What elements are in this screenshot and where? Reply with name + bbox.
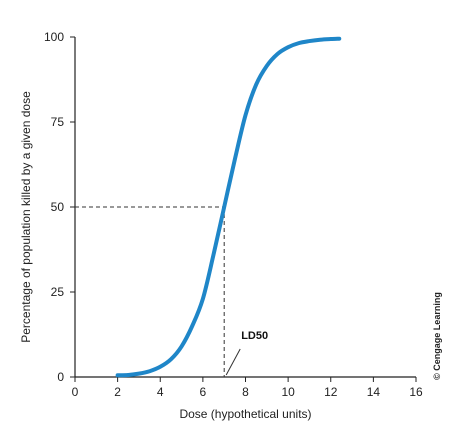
x-axis-label: Dose (hypothetical units) xyxy=(179,407,311,421)
y-axis-label: Percentage of population killed by a giv… xyxy=(19,91,33,343)
series-layer xyxy=(115,36,342,378)
ld50-leader-line xyxy=(225,348,241,376)
x-tick-label: 12 xyxy=(324,385,338,399)
x-tick-label: 6 xyxy=(200,385,207,399)
y-tick-label: 25 xyxy=(51,285,65,299)
ld50-label: LD50 xyxy=(241,330,268,342)
ld50-reference-lines xyxy=(75,206,225,377)
x-tick-label: 2 xyxy=(114,385,121,399)
axes: 0 2 4 6 8 10 12 14 16 0 25 50 75 100 xyxy=(44,30,423,399)
copyright-credit: © Cengage Learning xyxy=(432,292,442,380)
x-tick-label: 8 xyxy=(242,385,249,399)
x-tick-label: 4 xyxy=(157,385,164,399)
x-tick-label: 14 xyxy=(367,385,381,399)
annotations: LD50 xyxy=(225,330,268,376)
y-tick-label: 75 xyxy=(51,115,65,129)
x-tick-label: 10 xyxy=(281,385,295,399)
y-tick-label: 50 xyxy=(51,200,65,214)
x-tick-label: 0 xyxy=(72,385,79,399)
y-tick-label: 100 xyxy=(44,30,64,44)
dose-response-curve xyxy=(115,36,342,378)
y-tick-label: 0 xyxy=(57,370,64,384)
x-tick-label: 16 xyxy=(409,385,423,399)
